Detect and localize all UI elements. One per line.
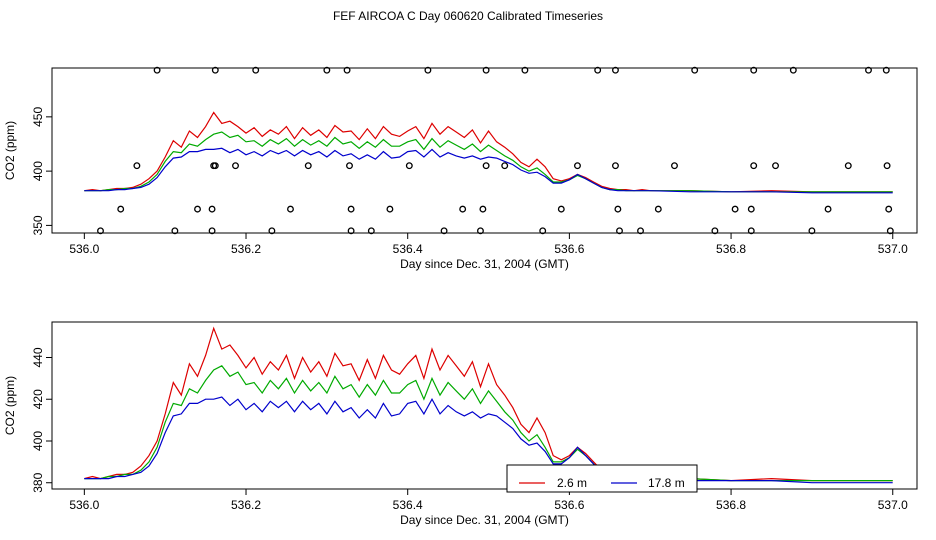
calibration-point xyxy=(346,162,353,170)
calibration-point xyxy=(711,227,719,235)
calibration-point xyxy=(594,66,602,74)
x-tick-label: 536.6 xyxy=(554,498,584,512)
calibration-point xyxy=(885,205,893,213)
x-tick-label: 536.0 xyxy=(69,498,99,512)
calibration-point xyxy=(194,205,201,213)
y-tick-label: 420 xyxy=(31,389,45,409)
legend-box xyxy=(506,464,698,493)
x-tick-label: 536.8 xyxy=(716,242,746,256)
calibration-point xyxy=(574,162,581,170)
calibration-point xyxy=(323,66,331,74)
y-axis-label: CO2 (ppm) xyxy=(3,121,17,180)
calibration-point xyxy=(882,66,890,74)
chart-title: FEF AIRCOA C Day 060620 Calibrated Times… xyxy=(332,9,604,23)
calibration-point xyxy=(208,227,216,235)
calibration-point xyxy=(211,66,219,74)
calibration-point xyxy=(304,162,312,170)
calibration-point xyxy=(477,227,484,235)
y-tick-label: 440 xyxy=(31,347,45,367)
x-tick-label: 536.4 xyxy=(393,242,423,256)
calibration-point xyxy=(789,66,797,74)
calibration-point xyxy=(133,162,141,170)
calibration-point xyxy=(482,162,490,170)
calibration-point xyxy=(501,162,509,170)
plot-frame xyxy=(51,321,918,490)
calibration-point xyxy=(731,205,739,213)
x-axis-label: Day since Dec. 31, 2004 (GMT) xyxy=(400,513,569,527)
x-tick-label: 536.6 xyxy=(554,242,584,256)
calibration-point xyxy=(367,227,375,235)
calibration-point xyxy=(612,66,619,74)
calibration-point xyxy=(440,227,448,235)
calibration-point xyxy=(844,162,852,170)
calibration-point xyxy=(171,227,179,235)
series-line-2-6-m xyxy=(84,326,893,482)
calibration-point xyxy=(614,205,622,213)
calibration-point xyxy=(747,227,755,235)
calibration-point xyxy=(386,205,394,213)
calibration-point xyxy=(482,66,490,74)
calibration-point xyxy=(287,205,294,213)
calibration-point xyxy=(459,205,467,213)
x-tick-label: 536.8 xyxy=(716,498,746,512)
calibration-point xyxy=(671,162,678,170)
x-tick-label: 536.0 xyxy=(69,242,99,256)
calibration-point xyxy=(612,162,619,170)
calibration-point xyxy=(557,205,565,213)
series-line-mid xyxy=(84,365,893,482)
plot-frame xyxy=(51,67,918,234)
x-tick-label: 536.2 xyxy=(231,498,261,512)
calibration-point xyxy=(654,205,662,213)
calibration-point xyxy=(521,66,529,74)
calibration-point xyxy=(232,162,239,170)
x-tick-label: 536.4 xyxy=(393,498,423,512)
calibration-point xyxy=(747,205,755,213)
series-line-mid xyxy=(84,131,893,193)
y-tick-label: 400 xyxy=(31,161,45,181)
calibration-point xyxy=(637,227,644,235)
x-tick-label: 537.0 xyxy=(878,242,908,256)
legend-label-17-8m: 17.8 m xyxy=(648,476,685,490)
series-line-17-8-m xyxy=(84,147,893,194)
y-tick-label: 450 xyxy=(31,107,45,127)
calibration-point xyxy=(252,66,260,74)
x-tick-label: 537.0 xyxy=(878,498,908,512)
x-axis-label: Day since Dec. 31, 2004 (GMT) xyxy=(400,257,569,271)
calibration-point xyxy=(208,205,216,213)
calibration-point xyxy=(153,66,161,74)
x-tick-label: 536.2 xyxy=(231,242,261,256)
calibration-point xyxy=(117,205,125,213)
calibration-point xyxy=(97,227,104,235)
calibration-point xyxy=(865,66,872,74)
calibration-point xyxy=(405,162,413,170)
calibration-point xyxy=(424,66,432,74)
y-tick-label: 350 xyxy=(31,215,45,235)
calibration-point xyxy=(772,162,779,170)
calibration-point xyxy=(750,66,758,74)
legend-label-2-6m: 2.6 m xyxy=(557,476,587,490)
calibration-point xyxy=(883,162,891,170)
calibration-point xyxy=(808,227,816,235)
y-tick-label: 400 xyxy=(31,431,45,451)
calibration-point xyxy=(886,227,894,235)
calibration-point xyxy=(691,66,699,74)
y-axis-label: CO2 (ppm) xyxy=(3,376,17,435)
calibration-point xyxy=(211,162,219,170)
calibration-point xyxy=(343,66,351,74)
calibration-point xyxy=(268,227,276,235)
series-line-2-6-m xyxy=(84,111,893,193)
calibration-point xyxy=(539,227,547,235)
calibration-point xyxy=(479,205,487,213)
calibration-point xyxy=(347,227,355,235)
y-tick-label: 380 xyxy=(31,472,45,492)
series-line-17-8-m xyxy=(84,396,893,484)
calibration-point xyxy=(750,162,758,170)
calibration-point xyxy=(824,205,832,213)
calibration-point xyxy=(347,205,355,213)
calibration-point xyxy=(616,227,623,235)
